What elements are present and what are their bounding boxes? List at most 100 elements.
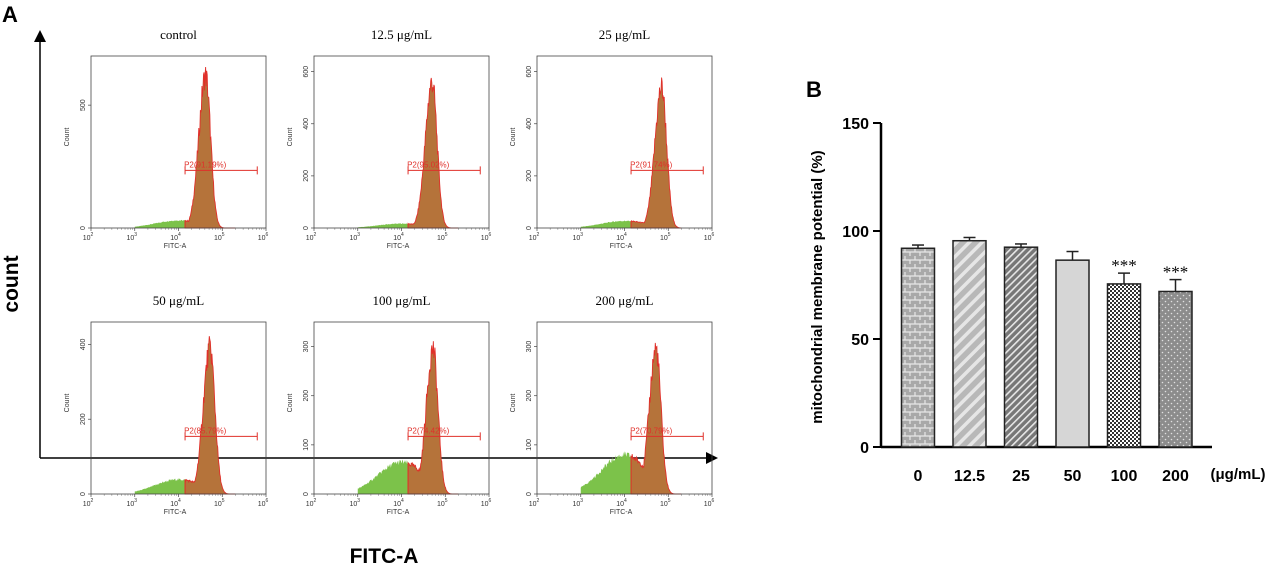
histogram-ungated-area	[580, 220, 632, 228]
x-tick-exp: 4	[401, 498, 404, 504]
x-tick-base: 10	[529, 501, 537, 508]
x-tick-exp: 6	[712, 498, 715, 504]
x-tick-exp: 6	[489, 232, 492, 238]
histogram-ylabel: Count	[510, 394, 517, 413]
histogram-title: 50 μg/mL	[153, 293, 204, 308]
x-tick-label: 105	[437, 232, 448, 242]
x-tick-base: 10	[616, 235, 624, 242]
x-tick-label: 104	[393, 498, 404, 508]
x-tick-exp: 3	[134, 498, 137, 504]
x-tick-exp: 5	[445, 498, 448, 504]
histogram-xlabel: FITC-A	[610, 509, 633, 516]
x-tick-label: 103	[126, 232, 137, 242]
x-tick-base: 10	[481, 501, 489, 508]
x-tick-label: 106	[481, 498, 492, 508]
x-tick-base: 10	[214, 501, 222, 508]
panel-b-label: B	[806, 77, 822, 102]
x-tick-exp: 2	[314, 232, 317, 238]
y-tick-label: 0	[80, 226, 87, 230]
y-tick-label: 200	[526, 390, 533, 402]
x-tick-base: 10	[306, 501, 314, 508]
histogram-gated-area	[184, 66, 236, 229]
x-tick-base: 10	[393, 235, 401, 242]
bar	[952, 239, 987, 448]
histogram-ylabel: Count	[287, 394, 294, 413]
x-tick-exp: 6	[266, 232, 269, 238]
x-tick-exp: 3	[357, 498, 360, 504]
histogram-title: 25 μg/mL	[599, 27, 650, 42]
x-tick-exp: 6	[266, 498, 269, 504]
x-tick-base: 10	[660, 235, 668, 242]
histogram-ylabel: Count	[510, 128, 517, 147]
y-tick-label: 100	[303, 439, 310, 451]
x-tick-label: 105	[214, 498, 225, 508]
x-tick-base: 10	[126, 235, 134, 242]
bar-x-tick-label: 25	[1012, 468, 1030, 485]
bar-x-tick-label: 100	[1111, 468, 1138, 485]
histogram-gated-area	[630, 342, 682, 495]
histogram-xlabel: FITC-A	[610, 243, 633, 250]
significance-label: ***	[1163, 263, 1189, 282]
x-tick-base: 10	[572, 501, 580, 508]
y-tick-label: 0	[526, 226, 533, 230]
x-tick-base: 10	[660, 501, 668, 508]
x-tick-label: 102	[83, 232, 94, 242]
significance-label: ***	[1111, 256, 1137, 275]
x-tick-exp: 5	[668, 498, 671, 504]
x-tick-label: 105	[660, 498, 671, 508]
x-tick-base: 10	[126, 501, 134, 508]
x-tick-label: 103	[126, 498, 137, 508]
x-tick-exp: 5	[222, 232, 225, 238]
gate-label: P2(85.79%)	[184, 426, 227, 435]
gate-label: P2(95.02%)	[407, 160, 450, 169]
histogram-gated-area	[407, 341, 459, 495]
y-tick-label: 0	[526, 492, 533, 496]
x-tick-exp: 4	[178, 498, 181, 504]
y-tick-label: 600	[303, 66, 310, 78]
histogram-ungated-area	[580, 451, 632, 494]
histogram-frame	[536, 55, 713, 229]
y-tick-label: 200	[526, 170, 533, 182]
histogram-ylabel: Count	[287, 128, 294, 147]
bar-y-label: mitochondrial membrane potential (%)	[809, 150, 826, 423]
y-tick-label: 200	[303, 390, 310, 402]
histogram-xlabel: FITC-A	[164, 243, 187, 250]
y-tick-label: 500	[80, 99, 87, 111]
panel-a-label: A	[2, 2, 18, 27]
histogram-xlabel: FITC-A	[387, 243, 410, 250]
x-tick-base: 10	[349, 235, 357, 242]
histogram-xlabel: FITC-A	[164, 509, 187, 516]
histogram-gated-area	[184, 336, 236, 495]
x-tick-base: 10	[481, 235, 489, 242]
y-tick-label: 300	[303, 341, 310, 353]
x-tick-base: 10	[437, 501, 445, 508]
x-tick-exp: 2	[537, 498, 540, 504]
x-tick-exp: 5	[668, 232, 671, 238]
x-tick-base: 10	[572, 235, 580, 242]
x-tick-exp: 4	[624, 498, 627, 504]
y-tick-label: 400	[303, 118, 310, 130]
x-tick-label: 103	[572, 232, 583, 242]
gate-label: P2(74.42%)	[407, 426, 450, 435]
x-tick-base: 10	[393, 501, 401, 508]
x-tick-base: 10	[258, 235, 266, 242]
x-tick-label: 102	[306, 498, 317, 508]
y-tick-label: 200	[80, 413, 87, 425]
x-tick-label: 106	[258, 232, 269, 242]
histogram-ungated-area	[134, 219, 186, 228]
x-tick-label: 105	[660, 232, 671, 242]
x-tick-label: 102	[529, 232, 540, 242]
y-tick-label: 400	[526, 118, 533, 130]
x-tick-exp: 4	[624, 232, 627, 238]
gate-label: P2(91.74%)	[630, 160, 673, 169]
x-tick-exp: 3	[580, 498, 583, 504]
bar	[1158, 290, 1193, 448]
x-tick-label: 104	[616, 232, 627, 242]
x-tick-base: 10	[83, 235, 91, 242]
x-tick-exp: 4	[178, 232, 181, 238]
x-tick-exp: 2	[314, 498, 317, 504]
